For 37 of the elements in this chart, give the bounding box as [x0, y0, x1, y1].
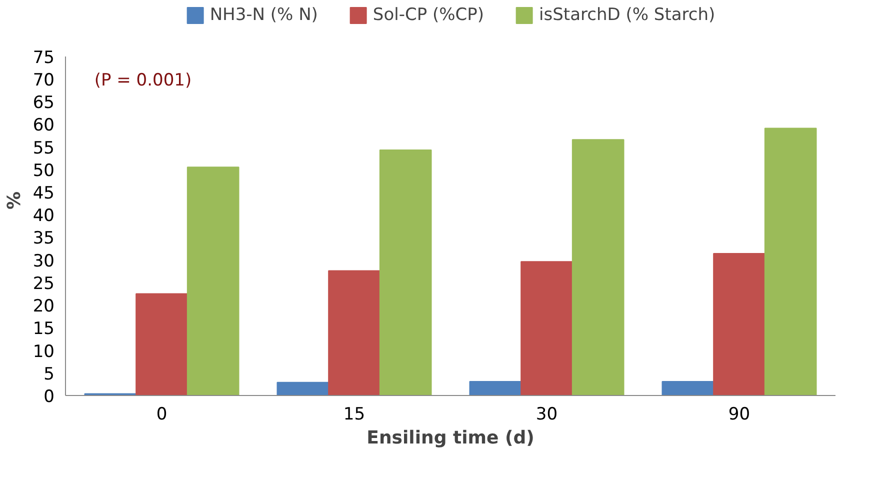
y-tick-label: 30	[32, 251, 55, 272]
y-tick-label: 25	[32, 274, 55, 294]
x-tick-label: 30	[536, 404, 558, 424]
y-tick-label: 35	[32, 228, 55, 249]
legend-label: NH3-N (% N)	[210, 5, 318, 25]
bar	[572, 139, 624, 396]
x-tick-label: 15	[343, 404, 366, 424]
bar	[328, 270, 380, 396]
annotation: (P = 0.001)	[94, 70, 192, 90]
y-tick-label: 75	[32, 48, 55, 68]
y-tick-label: 40	[32, 206, 55, 226]
bar	[379, 149, 432, 396]
y-tick-label: 55	[32, 138, 55, 158]
y-tick-label: 5	[44, 364, 55, 384]
y-tick-label: 65	[32, 93, 55, 114]
bar	[276, 382, 330, 396]
x-tick-label: 0	[156, 404, 168, 424]
y-tick-label: 15	[32, 319, 55, 340]
bar	[520, 261, 573, 396]
x-axis-title: Ensiling time (d)	[366, 428, 534, 448]
y-tick-label: 10	[32, 342, 55, 362]
bar	[662, 380, 714, 396]
y-tick-label: 20	[32, 296, 55, 317]
y-tick-label: 70	[32, 70, 55, 90]
legend-label: isStarchD (% Starch)	[539, 5, 716, 25]
bar	[764, 128, 817, 396]
y-tick-label: 45	[32, 184, 55, 204]
y-tick-label: 0	[44, 387, 55, 407]
bar	[186, 166, 240, 396]
bar	[713, 253, 766, 396]
bar	[136, 293, 188, 396]
x-tick-label: 90	[728, 404, 750, 424]
legend-label: Sol-CP (%CP)	[372, 5, 484, 25]
bar	[469, 380, 522, 396]
y-tick-label: 60	[32, 116, 55, 136]
y-tick-label: 50	[32, 160, 55, 181]
y-axis-title: %	[4, 191, 25, 210]
